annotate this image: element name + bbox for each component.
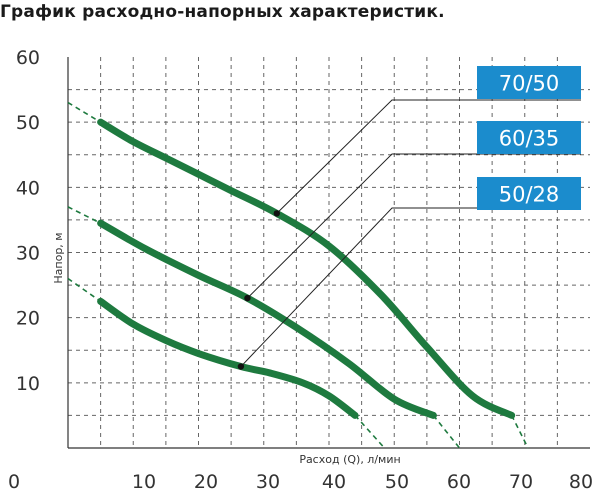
chart-title: График расходно-напорных характеристик. — [0, 2, 445, 22]
y-tick-labels: 10 20 30 40 50 60 — [16, 47, 40, 395]
curve-60-35 — [97, 219, 437, 419]
curve-markers — [237, 210, 280, 370]
leader-line — [276, 99, 581, 214]
curve-marker — [237, 363, 245, 370]
curve-extrapolation-left — [67, 277, 102, 303]
x-axis-label: Расход (Q), л/мин — [299, 453, 400, 466]
x-tick-label: 80 — [569, 471, 593, 493]
curve-extrapolation-right — [510, 415, 529, 449]
series-badges: 70/50 60/35 50/28 — [477, 66, 581, 210]
curve-extrapolation-left — [67, 206, 101, 224]
plot-frame — [67, 57, 590, 449]
x-tick-label: 40 — [322, 471, 346, 493]
series-badge-label: 70/50 — [499, 72, 560, 96]
curve-marker — [244, 294, 251, 302]
y-tick-label: 50 — [16, 112, 40, 134]
curves — [97, 118, 516, 419]
y-tick-label: 30 — [16, 243, 40, 265]
x-tick-label: 20 — [194, 471, 218, 493]
x-tick-labels: 0 10 20 30 40 50 60 70 80 — [8, 471, 593, 493]
y-tick-label: 60 — [16, 47, 40, 69]
y-axis-label: Напор, м — [52, 232, 65, 283]
curve-extrapolation-right — [432, 414, 461, 449]
x-tick-label: 70 — [509, 471, 533, 493]
series-badge — [477, 177, 581, 210]
curve-70-50 — [97, 118, 516, 419]
series-badge-label: 60/35 — [499, 127, 560, 151]
series-badge — [477, 121, 581, 154]
x-tick-label: 50 — [385, 471, 409, 493]
x-tick-label: 0 — [8, 471, 20, 493]
y-tick-label: 40 — [16, 177, 40, 199]
x-tick-label: 30 — [256, 471, 280, 493]
leader-line — [240, 207, 581, 367]
y-tick-label: 10 — [16, 373, 40, 395]
curve-marker — [273, 210, 280, 217]
y-tick-label: 20 — [16, 308, 40, 330]
curve-extrapolation-right — [354, 414, 386, 449]
x-tick-label: 60 — [447, 471, 471, 493]
x-tick-label: 10 — [132, 471, 156, 493]
curve-extrapolation-left — [67, 101, 102, 123]
series-badge-label: 50/28 — [499, 183, 560, 207]
series-badge — [477, 66, 581, 99]
curve-50-28 — [97, 297, 359, 419]
